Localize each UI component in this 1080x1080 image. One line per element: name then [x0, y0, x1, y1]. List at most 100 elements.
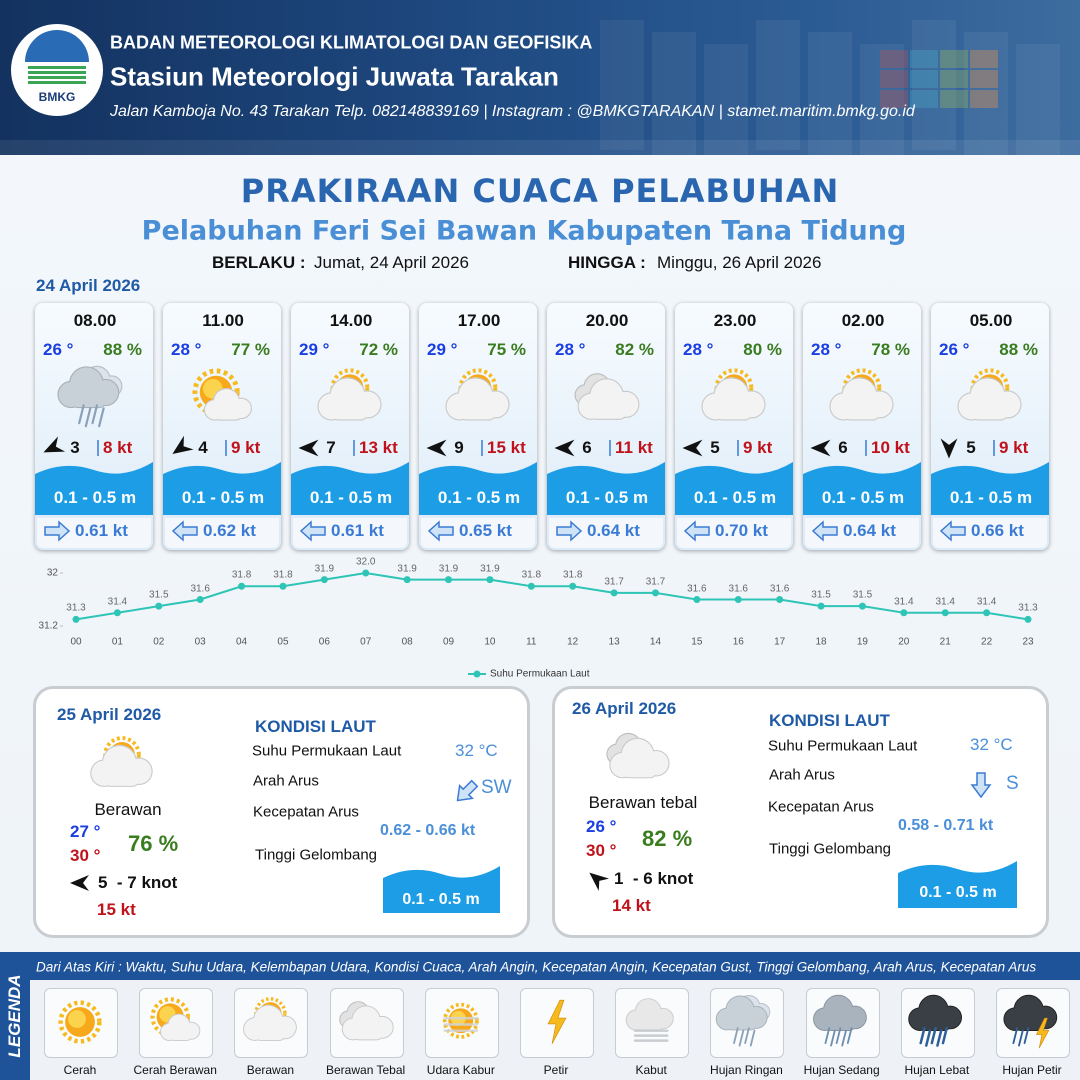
wave-height: 0.1 - 0.5 m: [821, 488, 905, 507]
day-date: 25 April 2026: [57, 705, 162, 724]
gust: 15 kt: [97, 900, 136, 919]
data-point: [651, 589, 659, 597]
rain: [925, 1029, 932, 1047]
x-tick-label: 20: [898, 636, 910, 648]
data-label: 31.5: [811, 589, 831, 601]
cloud: [1015, 1017, 1046, 1031]
legend-item: Hujan Ringan: [710, 1063, 783, 1077]
logo-emblem: [25, 30, 89, 62]
wind-speed: 4: [198, 438, 208, 457]
rain: [733, 1027, 739, 1045]
condition: Berawan: [94, 800, 162, 819]
x-tick-label: 22: [981, 636, 993, 648]
current-speed: 0.61 kt: [331, 521, 384, 540]
header-decor: [600, 20, 644, 150]
sea-label: Arah Arus: [253, 772, 319, 790]
weather-icon: [58, 1000, 102, 1044]
wind-range: 5 - 7 knot: [98, 873, 178, 892]
legend-band: [30, 952, 1080, 980]
current-direction: S: [1006, 773, 1019, 794]
data-point: [279, 582, 287, 590]
container-decor: [910, 70, 938, 88]
data-label: 31.8: [231, 569, 252, 581]
cloud: [104, 771, 139, 786]
wind-arrow: [554, 439, 575, 457]
header-decor: [704, 44, 748, 174]
cloud: [971, 404, 1008, 420]
weather-icon: [813, 994, 867, 1047]
x-tick-label: 10: [484, 636, 496, 648]
logo-text: BMKG: [38, 90, 76, 104]
valid-from: Jumat, 24 April 2026: [314, 253, 469, 272]
wind-arrow: [810, 439, 831, 457]
logo-stripe: [28, 81, 86, 84]
humidity: 88 %: [999, 340, 1038, 359]
weather-icon: [442, 1002, 479, 1039]
haze: [633, 1039, 669, 1042]
weather-icon: [574, 373, 640, 420]
current-direction: SW: [481, 777, 512, 798]
current-speed: 0.70 kt: [715, 521, 768, 540]
gust: 10 kt: [871, 438, 910, 457]
humidity: 76 %: [128, 831, 179, 856]
legend-item: Berawan: [246, 1063, 295, 1077]
lightning: [1035, 1017, 1050, 1049]
data-label: 31.4: [976, 596, 997, 608]
data-label: 31.7: [645, 576, 666, 588]
temperature: 27 °: [70, 822, 101, 841]
rain: [1023, 1027, 1030, 1045]
wind-arrow: [682, 439, 703, 457]
current-speed: 0.62 - 0.66 kt: [380, 822, 476, 839]
rain: [936, 1029, 943, 1047]
wind-speed: 9: [454, 438, 464, 457]
sea-heading: KONDISI LAUT: [769, 711, 890, 730]
wave-band: [931, 462, 1049, 515]
sun-shine: [68, 1010, 86, 1028]
container-decor: [940, 70, 968, 88]
legend-label: Suhu Permukaan Laut: [490, 668, 590, 680]
current-speed: 0.58 - 0.71 kt: [898, 817, 994, 834]
legend-side: [0, 952, 30, 1080]
wave-height: 0.1 - 0.5 m: [693, 488, 777, 507]
header-decor: [756, 20, 800, 150]
data-label: 31.7: [604, 576, 624, 588]
humidity: 80 %: [743, 340, 782, 359]
data-point: [113, 609, 121, 617]
x-tick-label: 23: [1022, 636, 1034, 648]
org-name: BADAN METEOROLOGI KLIMATOLOGI DAN GEOFIS…: [110, 32, 593, 53]
wave-height: 0.1 - 0.5 m: [181, 488, 265, 507]
cloud: [353, 1027, 383, 1040]
valid-to: Minggu, 26 April 2026: [657, 253, 822, 272]
time: 05.00: [969, 311, 1013, 330]
data-label: 31.8: [273, 569, 293, 581]
current-speed: 0.65 kt: [459, 521, 512, 540]
data-point: [776, 596, 784, 603]
wind-speed: 6: [838, 438, 848, 457]
cloud: [843, 404, 880, 420]
x-tick-label: 18: [815, 636, 827, 648]
data-point: [155, 602, 163, 610]
sea-label: Kecepatan Arus: [768, 798, 874, 816]
container-decor: [970, 90, 998, 108]
header-banner: [0, 0, 1080, 155]
header-decor: [912, 20, 956, 150]
weather-icon: [547, 999, 567, 1044]
x-tick-label: 04: [236, 636, 248, 648]
wave-band: [163, 462, 281, 515]
header-decor: [652, 32, 696, 162]
sea-label: Arah Arus: [769, 766, 835, 784]
legend-item: Petir: [543, 1063, 569, 1077]
sea-heading: KONDISI LAUT: [255, 717, 376, 736]
current-speed: 0.62 kt: [203, 521, 256, 540]
data-label: 32.0: [356, 556, 376, 568]
current-arrow: [299, 520, 326, 542]
rain: [941, 1026, 948, 1045]
rain: [84, 407, 92, 428]
wave-band: [419, 462, 537, 515]
gust: 9 kt: [999, 438, 1029, 457]
time: 17.00: [457, 311, 501, 330]
day-date: 26 April 2026: [572, 699, 677, 718]
data-point: [983, 609, 991, 617]
legend-title: LEGENDA: [5, 974, 24, 1058]
valid-to-label: HINGGA :: [568, 253, 646, 272]
